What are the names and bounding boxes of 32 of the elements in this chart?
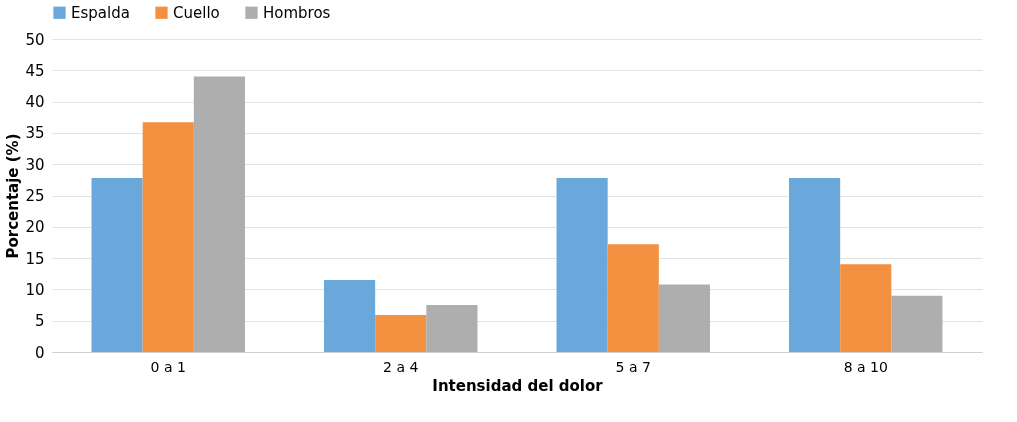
bar xyxy=(426,305,478,352)
x-tick-label: 2 a 4 xyxy=(383,358,419,375)
bar xyxy=(142,122,194,352)
x-tick-label: 8 a 10 xyxy=(843,358,888,375)
y-tick-label: 25 xyxy=(25,187,45,205)
y-tick-label: 10 xyxy=(25,280,45,299)
bar xyxy=(324,280,376,352)
legend-label: Hombros xyxy=(263,3,331,22)
bar xyxy=(193,76,245,352)
y-tick-label: 30 xyxy=(25,155,45,174)
bar xyxy=(840,264,892,352)
bar xyxy=(789,177,841,352)
y-tick-label: 0 xyxy=(34,343,45,362)
bar xyxy=(658,284,710,352)
bar xyxy=(91,177,143,352)
legend-label: Cuello xyxy=(173,3,220,22)
bar xyxy=(375,315,427,352)
y-tick-label: 20 xyxy=(25,218,45,237)
y-axis-title: Porcentaje (%) xyxy=(4,133,23,259)
y-tick-label: 40 xyxy=(25,93,45,112)
y-tick-label: 45 xyxy=(25,61,45,80)
bar xyxy=(891,295,943,352)
y-tick-label: 15 xyxy=(25,249,45,268)
x-axis-title: Intensidad del dolor xyxy=(432,376,604,395)
bar xyxy=(607,244,659,352)
legend-label: Espalda xyxy=(71,3,130,22)
bar xyxy=(556,177,608,352)
y-tick-label: 50 xyxy=(25,30,45,49)
y-tick-label: 35 xyxy=(25,124,45,143)
x-tick-label: 5 a 7 xyxy=(615,358,651,375)
x-tick-label: 0 a 1 xyxy=(150,358,186,375)
y-tick-label: 5 xyxy=(34,312,45,331)
